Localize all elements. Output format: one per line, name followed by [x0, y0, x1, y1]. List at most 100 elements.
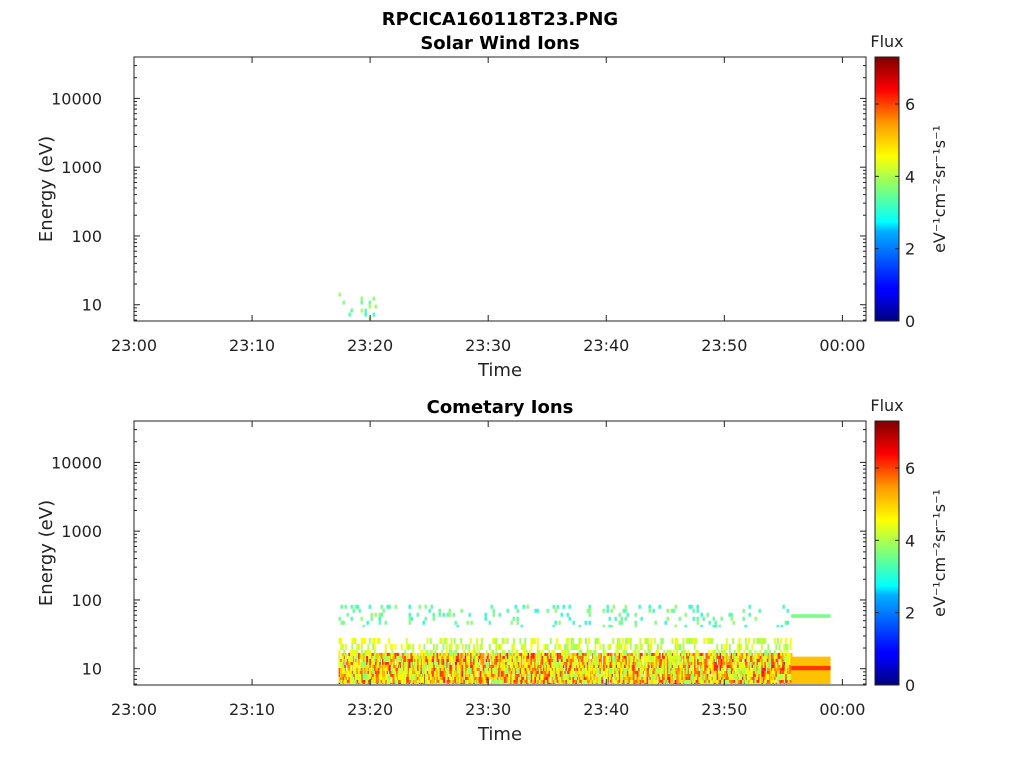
flux-cell — [565, 638, 568, 644]
flux-cell — [470, 652, 472, 659]
flux-cell — [572, 658, 575, 665]
flux-cell — [624, 616, 627, 621]
flux-cell — [681, 650, 683, 656]
flux-cell — [468, 676, 471, 683]
flux-cell — [485, 668, 488, 674]
flux-cell — [575, 682, 577, 685]
flux-cell — [428, 676, 430, 683]
flux-cell — [360, 616, 363, 621]
flux-cell — [674, 624, 677, 628]
flux-cell — [511, 680, 514, 685]
flux-cell — [688, 676, 691, 683]
flux-cell — [729, 658, 731, 665]
flux-cell — [726, 664, 729, 671]
flux-cell — [538, 668, 541, 674]
flux-cell — [789, 682, 792, 685]
flux-cell — [645, 676, 647, 683]
flux-cell — [629, 652, 632, 659]
flux-cell — [364, 656, 367, 662]
flux-cell — [618, 676, 621, 683]
flux-cell — [559, 670, 562, 677]
flux-cell — [663, 658, 666, 665]
flux-cell — [573, 682, 576, 685]
flux-cell — [549, 668, 552, 674]
flux-cell — [373, 670, 376, 677]
flux-cell — [788, 674, 791, 680]
flux-cell — [783, 674, 786, 680]
flux-cell — [694, 664, 696, 671]
flux-cell — [647, 650, 650, 656]
flux-cell — [461, 670, 464, 677]
flux-cell — [582, 658, 584, 665]
flux-cell — [562, 682, 565, 685]
flux-cell — [780, 674, 783, 680]
flux-cell — [488, 658, 491, 665]
flux-cell — [512, 616, 515, 621]
flux-cell — [730, 612, 733, 617]
flux-cell — [706, 652, 709, 659]
flux-cell — [502, 670, 505, 677]
flux-cell — [450, 670, 453, 677]
flux-cell — [596, 668, 599, 674]
flux-cell — [492, 650, 495, 656]
flux-cell — [341, 668, 344, 674]
flux-cell — [754, 662, 757, 668]
flux-cell — [692, 674, 695, 680]
flux-cell — [632, 682, 635, 685]
flux-cell — [751, 644, 754, 650]
flux-cell — [660, 664, 663, 671]
flux-cell — [359, 680, 362, 685]
flux-cell — [748, 674, 751, 680]
flux-cell — [534, 652, 537, 659]
flux-cell — [456, 624, 459, 628]
flux-cell — [590, 670, 593, 677]
flux-cell — [502, 676, 505, 683]
flux-cell — [361, 676, 363, 683]
flux-cell — [520, 652, 523, 659]
flux-cell — [471, 664, 474, 671]
flux-cell — [453, 676, 456, 683]
flux-cell — [620, 652, 622, 659]
flux-cell — [644, 656, 647, 662]
flux-cell — [491, 670, 493, 677]
flux-cell — [390, 658, 393, 665]
flux-cell — [661, 638, 664, 644]
flux-cell — [567, 638, 570, 644]
flux-cell — [649, 656, 651, 662]
flux-cell — [757, 638, 760, 644]
flux-cell — [501, 670, 503, 677]
flux-cell — [391, 668, 394, 674]
flux-cell — [696, 616, 699, 621]
flux-cell — [614, 652, 617, 659]
flux-cell — [639, 674, 642, 680]
flux-cell — [558, 682, 561, 685]
flux-cell — [442, 664, 444, 671]
flux-cell — [683, 658, 685, 665]
flux-cell — [694, 676, 696, 683]
flux-cell — [338, 638, 341, 644]
flux-cell — [588, 612, 591, 617]
flux-cell — [495, 668, 498, 674]
flux-cell — [373, 656, 376, 662]
flux-cell — [444, 662, 447, 668]
flux-cell — [418, 644, 421, 650]
flux-cell — [487, 658, 489, 665]
flux-cell — [753, 656, 755, 662]
flux-cell — [515, 670, 517, 677]
flux-cell — [529, 682, 531, 685]
flux-cell — [652, 656, 655, 662]
flux-cell — [596, 656, 599, 662]
flux-cell — [668, 662, 671, 668]
flux-cell — [776, 624, 779, 628]
flux-cell — [754, 650, 757, 656]
y-tick-label: 1000 — [61, 522, 102, 541]
flux-cell — [533, 658, 535, 665]
flux-cell — [476, 638, 479, 644]
flux-cell — [704, 664, 706, 671]
flux-cell — [682, 638, 685, 644]
flux-cell — [430, 604, 433, 609]
flux-cell — [650, 652, 653, 659]
flux-cell — [380, 612, 383, 617]
flux-cell — [644, 650, 647, 656]
